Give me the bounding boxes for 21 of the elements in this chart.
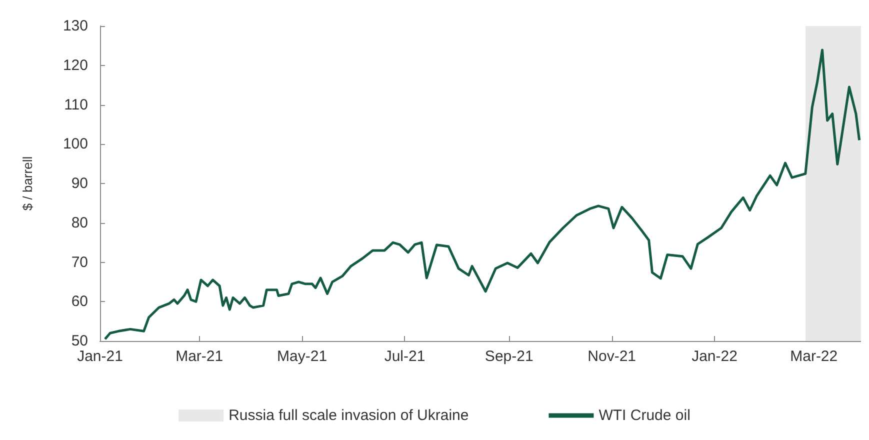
y-tick-label: 60 (71, 293, 88, 310)
y-tick-label: 120 (62, 56, 88, 74)
x-tick-label: Sep-21 (484, 348, 534, 365)
x-tick-label: Nov-21 (588, 348, 636, 365)
x-tick-label: Jan-22 (692, 348, 738, 365)
y-tick-label: 110 (64, 96, 88, 114)
y-tick-label: 100 (62, 136, 88, 153)
y-tick-label: 90 (71, 175, 88, 192)
legend-label: Russia full scale invasion of Ukraine (228, 407, 469, 424)
x-tick-label: Jul-21 (384, 348, 426, 365)
x-tick-label: May-21 (277, 348, 328, 365)
y-tick-label: 70 (71, 254, 88, 271)
line-series (104, 48, 861, 340)
legend-label: WTI Crude oil (598, 407, 690, 424)
x-tick-label: Mar-21 (176, 348, 224, 365)
y-tick-label: 80 (71, 214, 88, 232)
y-axis-title: $ / barrell (20, 156, 35, 211)
x-tick-label: Jan-21 (77, 348, 123, 365)
y-tick-label: 50 (71, 332, 88, 350)
y-tick-label: 130 (62, 18, 88, 34)
x-tick-label: Mar-22 (790, 348, 838, 365)
